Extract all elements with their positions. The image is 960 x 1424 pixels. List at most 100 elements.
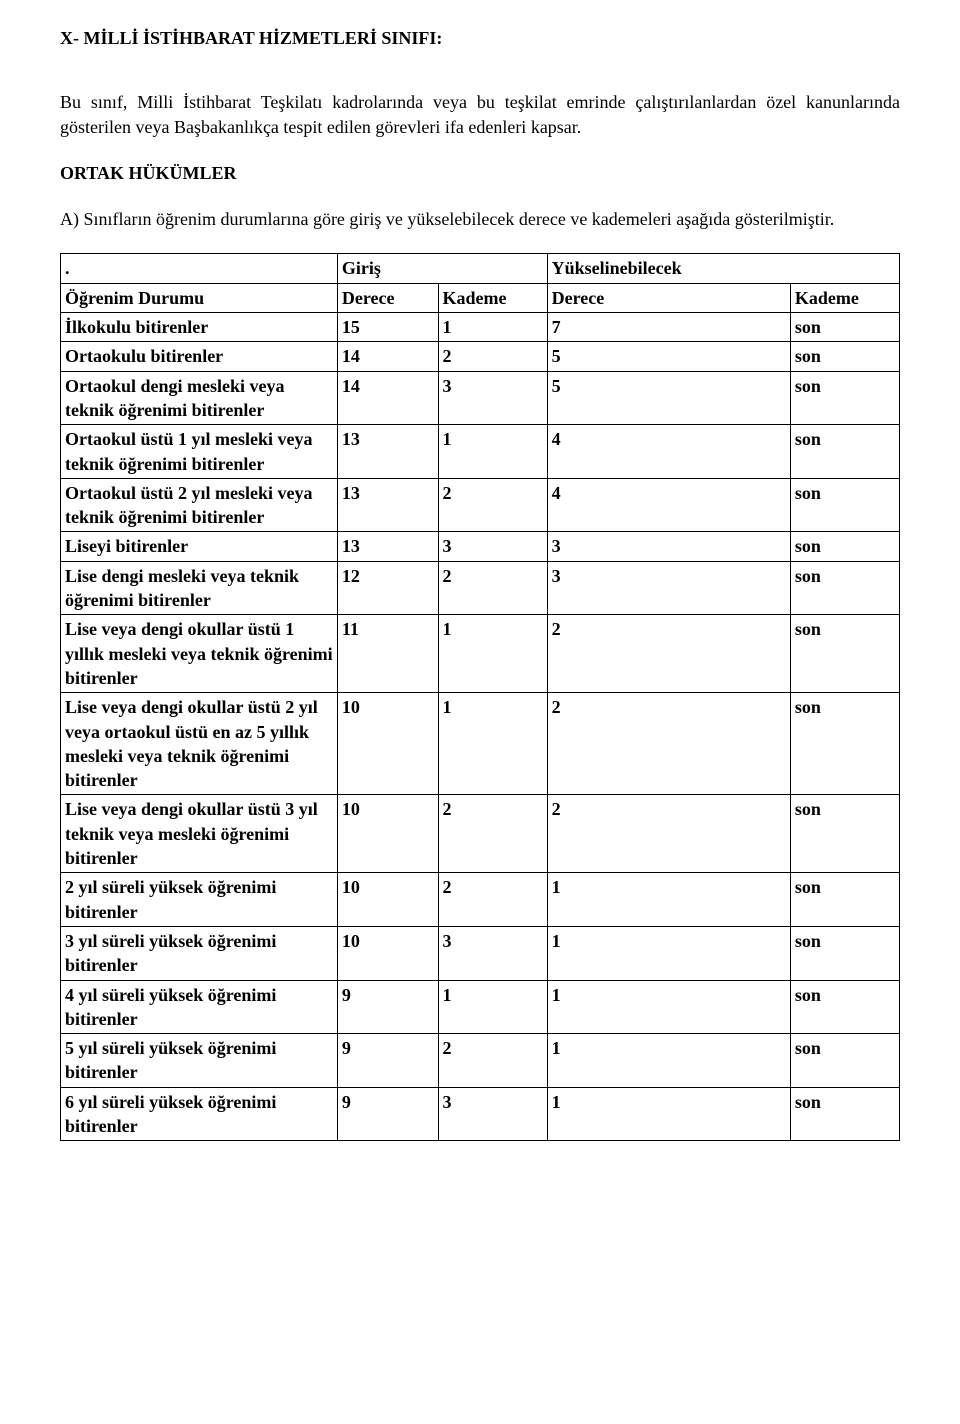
cell-rise-step: son (790, 1087, 899, 1141)
cell-entry-step: 3 (438, 926, 547, 980)
cell-label: Ortaokul üstü 2 yıl mesleki veya teknik … (61, 478, 338, 532)
table-row: Ortaokul üstü 2 yıl mesleki veya teknik … (61, 478, 900, 532)
header-degree-1: Derece (337, 283, 438, 312)
cell-entry-degree: 15 (337, 313, 438, 342)
cell-rise-degree: 4 (547, 478, 790, 532)
education-table: . Giriş Yükselinebilecek Öğrenim Durumu … (60, 253, 900, 1141)
cell-label: İlkokulu bitirenler (61, 313, 338, 342)
intro-paragraph: Bu sınıf, Milli İstihbarat Teşkilatı kad… (60, 90, 900, 139)
table-row: Lise dengi mesleki veya teknik öğrenimi … (61, 561, 900, 615)
cell-entry-degree: 14 (337, 371, 438, 425)
table-row: Ortaokulu bitirenler1425son (61, 342, 900, 371)
table-row: Lise veya dengi okullar üstü 2 yıl veya … (61, 693, 900, 795)
cell-entry-step: 3 (438, 532, 547, 561)
cell-entry-step: 2 (438, 342, 547, 371)
cell-rise-step: son (790, 425, 899, 479)
table-row: 6 yıl süreli yüksek öğrenimi bitirenler9… (61, 1087, 900, 1141)
cell-label: 3 yıl süreli yüksek öğrenimi bitirenler (61, 926, 338, 980)
cell-rise-step: son (790, 980, 899, 1034)
header-status: Öğrenim Durumu (61, 283, 338, 312)
cell-label: Ortaokul dengi mesleki veya teknik öğren… (61, 371, 338, 425)
cell-entry-degree: 9 (337, 1034, 438, 1088)
cell-entry-degree: 13 (337, 478, 438, 532)
cell-entry-degree: 10 (337, 873, 438, 927)
cell-entry-degree: 11 (337, 615, 438, 693)
cell-rise-step: son (790, 561, 899, 615)
table-row: 4 yıl süreli yüksek öğrenimi bitirenler9… (61, 980, 900, 1034)
cell-rise-degree: 3 (547, 561, 790, 615)
cell-rise-step: son (790, 926, 899, 980)
cell-entry-step: 2 (438, 1034, 547, 1088)
cell-rise-degree: 5 (547, 371, 790, 425)
table-row: Liseyi bitirenler1333son (61, 532, 900, 561)
table-header: . Giriş Yükselinebilecek Öğrenim Durumu … (61, 254, 900, 313)
table-header-row-2: Öğrenim Durumu Derece Kademe Derece Kade… (61, 283, 900, 312)
cell-label: 4 yıl süreli yüksek öğrenimi bitirenler (61, 980, 338, 1034)
cell-entry-step: 1 (438, 313, 547, 342)
cell-rise-degree: 2 (547, 693, 790, 795)
cell-rise-step: son (790, 532, 899, 561)
cell-entry-step: 1 (438, 615, 547, 693)
cell-entry-step: 2 (438, 478, 547, 532)
cell-entry-degree: 13 (337, 425, 438, 479)
table-row: Ortaokul üstü 1 yıl mesleki veya teknik … (61, 425, 900, 479)
cell-entry-degree: 10 (337, 693, 438, 795)
cell-rise-step: son (790, 371, 899, 425)
cell-entry-degree: 14 (337, 342, 438, 371)
cell-label: Lise dengi mesleki veya teknik öğrenimi … (61, 561, 338, 615)
header-entry: Giriş (337, 254, 547, 283)
cell-entry-step: 2 (438, 873, 547, 927)
table-row: 2 yıl süreli yüksek öğrenimi bitirenler1… (61, 873, 900, 927)
cell-rise-step: son (790, 313, 899, 342)
cell-entry-step: 3 (438, 1087, 547, 1141)
header-step-2: Kademe (790, 283, 899, 312)
cell-entry-degree: 12 (337, 561, 438, 615)
cell-rise-step: son (790, 1034, 899, 1088)
table-header-row-1: . Giriş Yükselinebilecek (61, 254, 900, 283)
cell-rise-degree: 1 (547, 873, 790, 927)
cell-entry-step: 1 (438, 980, 547, 1034)
cell-entry-step: 1 (438, 425, 547, 479)
cell-rise-step: son (790, 342, 899, 371)
cell-entry-degree: 10 (337, 795, 438, 873)
cell-label: Lise veya dengi okullar üstü 1 yıllık me… (61, 615, 338, 693)
cell-label: Ortaokulu bitirenler (61, 342, 338, 371)
cell-rise-degree: 2 (547, 795, 790, 873)
cell-label: 5 yıl süreli yüksek öğrenimi bitirenler (61, 1034, 338, 1088)
cell-rise-step: son (790, 873, 899, 927)
cell-entry-step: 3 (438, 371, 547, 425)
cell-rise-step: son (790, 693, 899, 795)
document-page: X- MİLLİ İSTİHBARAT HİZMETLERİ SINIFI: B… (0, 0, 960, 1171)
table-row: İlkokulu bitirenler1517son (61, 313, 900, 342)
table-row: 3 yıl süreli yüksek öğrenimi bitirenler 1… (61, 926, 900, 980)
cell-entry-degree: 9 (337, 1087, 438, 1141)
cell-label: Lise veya dengi okullar üstü 3 yıl tekni… (61, 795, 338, 873)
cell-entry-degree: 13 (337, 532, 438, 561)
cell-label: Liseyi bitirenler (61, 532, 338, 561)
header-step-1: Kademe (438, 283, 547, 312)
cell-label: Ortaokul üstü 1 yıl mesleki veya teknik … (61, 425, 338, 479)
cell-rise-degree: 1 (547, 980, 790, 1034)
cell-label: Lise veya dengi okullar üstü 2 yıl veya … (61, 693, 338, 795)
cell-rise-step: son (790, 615, 899, 693)
cell-rise-degree: 1 (547, 1087, 790, 1141)
cell-rise-degree: 1 (547, 1034, 790, 1088)
cell-rise-degree: 5 (547, 342, 790, 371)
cell-rise-degree: 7 (547, 313, 790, 342)
table-row: Lise veya dengi okullar üstü 3 yıl tekni… (61, 795, 900, 873)
table-body: İlkokulu bitirenler1517sonOrtaokulu biti… (61, 313, 900, 1141)
cell-rise-degree: 2 (547, 615, 790, 693)
cell-label: 6 yıl süreli yüksek öğrenimi bitirenler (61, 1087, 338, 1141)
cell-rise-degree: 1 (547, 926, 790, 980)
cell-rise-degree: 4 (547, 425, 790, 479)
section-a-text: A) Sınıfların öğrenim durumlarına göre g… (60, 207, 900, 231)
header-rise: Yükselinebilecek (547, 254, 899, 283)
header-dot: . (61, 254, 338, 283)
cell-label: 2 yıl süreli yüksek öğrenimi bitirenler (61, 873, 338, 927)
header-degree-2: Derece (547, 283, 790, 312)
table-row: Ortaokul dengi mesleki veya teknik öğren… (61, 371, 900, 425)
section-heading: ORTAK HÜKÜMLER (60, 161, 900, 185)
table-row: Lise veya dengi okullar üstü 1 yıllık me… (61, 615, 900, 693)
cell-entry-step: 2 (438, 795, 547, 873)
cell-rise-degree: 3 (547, 532, 790, 561)
